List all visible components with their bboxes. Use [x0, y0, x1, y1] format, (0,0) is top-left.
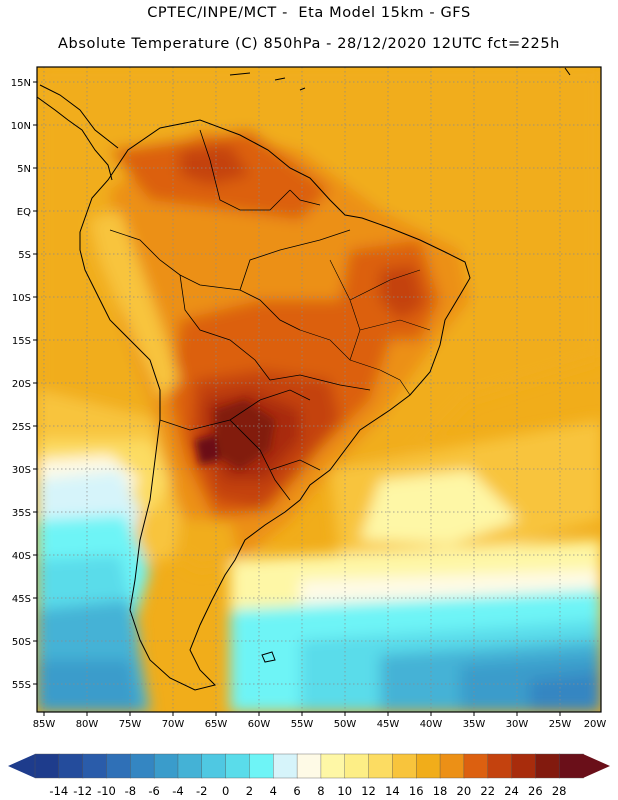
colorbar-cell	[177, 753, 203, 779]
colorbar-cell	[82, 753, 108, 779]
lon-label: 60W	[248, 719, 271, 730]
longitude-labels: 85W 80W 75W 70W 65W 60W 55W 50W 45W 40W …	[33, 719, 607, 730]
colorbar-label: -8	[125, 784, 136, 798]
lon-label: 40W	[420, 719, 443, 730]
colorbar-cell	[225, 753, 251, 779]
lat-label: 5N	[17, 164, 31, 175]
colorbar-label: -4	[172, 784, 183, 798]
colorbar-label: 14	[385, 784, 400, 798]
lat-label: 15S	[12, 336, 31, 347]
latitude-labels: 15N 10N 5N EQ 5S 10S 15S 20S 25S 30S 35S…	[11, 78, 31, 691]
colorbar-cell	[392, 753, 417, 779]
lon-label: 65W	[205, 719, 228, 730]
colorbar-cell	[463, 753, 489, 779]
colorbar: -14 -12 -10 -8 -6 -4 -2 0 2 4 6 8 10 12 …	[8, 753, 610, 798]
lat-label: EQ	[17, 207, 31, 218]
colorbar-label: 20	[457, 784, 472, 798]
colorbar-label: 24	[504, 784, 519, 798]
lon-label: 45W	[377, 719, 400, 730]
lon-label: 30W	[506, 719, 529, 730]
grid-lines	[37, 67, 601, 712]
colorbar-cell	[153, 753, 179, 779]
colorbar-min-arrow	[8, 754, 35, 778]
colorbar-cell	[296, 753, 322, 779]
colorbar-cell	[273, 753, 298, 779]
colorbar-label: 2	[246, 784, 253, 798]
colorbar-cell	[439, 753, 465, 779]
colorbar-label: -14	[49, 784, 68, 798]
lat-label: 45S	[12, 594, 31, 605]
lat-label: 50S	[12, 637, 31, 648]
caribbean-islands	[229, 67, 571, 91]
colorbar-max-arrow	[583, 754, 610, 778]
colorbar-label: 0	[222, 784, 229, 798]
colorbar-label: 22	[480, 784, 495, 798]
map-frame	[36, 66, 602, 713]
colorbar-label: 10	[337, 784, 352, 798]
colorbar-label: 16	[409, 784, 424, 798]
colorbar-label: 18	[433, 784, 448, 798]
central-america-coastline	[37, 96, 113, 181]
colorbar-label: 6	[293, 784, 300, 798]
colorbar-label: -2	[196, 784, 207, 798]
colorbar-cell	[249, 753, 274, 779]
falkland-islands	[261, 651, 276, 663]
country-borders	[109, 129, 371, 501]
lon-label: 80W	[76, 719, 99, 730]
colorbar-cell	[511, 753, 537, 779]
brazil-states-borders	[299, 259, 431, 396]
lon-label: 75W	[119, 719, 142, 730]
colorbar-labels: -14 -12 -10 -8 -6 -4 -2 0 2 4 6 8 10 12 …	[49, 784, 566, 798]
colorbar-label: 28	[552, 784, 567, 798]
central-america-coastline-north	[39, 84, 119, 149]
lon-label: 20W	[584, 719, 607, 730]
colorbar-cell	[320, 753, 346, 779]
lat-label: 20S	[12, 379, 31, 390]
lat-label: 40S	[12, 551, 31, 562]
colorbar-label: 4	[270, 784, 277, 798]
lat-label: 55S	[12, 680, 31, 691]
title-model-info: CPTEC/INPE/MCT - Eta Model 15km - GFS	[147, 5, 471, 21]
lat-label: 30S	[12, 465, 31, 476]
colorbar-cell	[368, 753, 394, 779]
axis-ticks	[33, 81, 561, 716]
colorbar-cells	[34, 753, 584, 779]
lon-label: 70W	[162, 719, 185, 730]
colorbar-label: -6	[148, 784, 159, 798]
lat-label: 5S	[18, 250, 31, 261]
lat-label: 35S	[12, 508, 31, 519]
lat-label: 15N	[11, 78, 31, 89]
south-america-coastline	[79, 119, 471, 691]
colorbar-cell	[487, 753, 513, 779]
colorbar-label: 12	[361, 784, 376, 798]
colorbar-cell	[201, 753, 227, 779]
colorbar-cell	[34, 753, 60, 779]
lat-label: 10N	[11, 121, 31, 132]
colorbar-cell	[344, 753, 370, 779]
colorbar-cell	[416, 753, 441, 779]
colorbar-cell	[130, 753, 155, 779]
colorbar-label: 8	[317, 784, 324, 798]
colorbar-cell	[58, 753, 84, 779]
colorbar-cell	[106, 753, 132, 779]
colorbar-cell	[535, 753, 560, 779]
colorbar-label: 26	[528, 784, 543, 798]
title-variable-info: Absolute Temperature (C) 850hPa - 28/12/…	[58, 36, 560, 52]
lon-label: 85W	[33, 719, 56, 730]
lat-label: 25S	[12, 422, 31, 433]
colorbar-label: -12	[73, 784, 92, 798]
temperature-field	[37, 67, 601, 712]
colorbar-label: -10	[97, 784, 116, 798]
lat-label: 10S	[12, 293, 31, 304]
lon-label: 55W	[291, 719, 314, 730]
lon-label: 50W	[334, 719, 357, 730]
lon-label: 25W	[549, 719, 572, 730]
lon-label: 35W	[463, 719, 486, 730]
colorbar-cell	[558, 753, 584, 779]
